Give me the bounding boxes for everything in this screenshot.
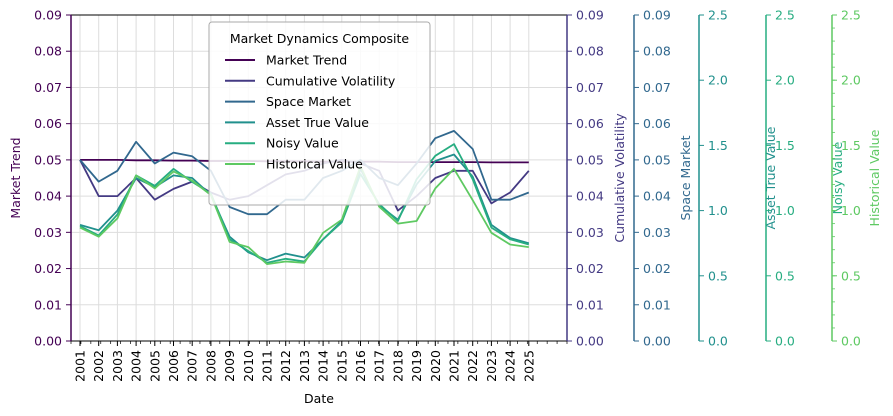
left-axis-tick-label: 0.01 xyxy=(34,297,62,312)
right4-axis-tick-label: 0.0 xyxy=(775,334,795,349)
right4-axis-tick-label: 0.5 xyxy=(775,268,795,283)
right4-axis-tick-label: 2.5 xyxy=(775,8,795,23)
right1-axis-title: Cumulative Volatility xyxy=(612,113,627,243)
right2-axis-tick-label: 0.08 xyxy=(643,44,671,59)
right5-axis-tick-label: 0.0 xyxy=(841,334,861,349)
right4-axis-tick-label: 1.5 xyxy=(775,138,795,153)
left-axis-tick-label: 0.07 xyxy=(34,80,62,95)
left-axis-tick-label: 0.08 xyxy=(34,44,62,59)
x-axis-tick-label: 2010 xyxy=(241,350,256,382)
x-axis-tick-label: 2001 xyxy=(73,350,88,382)
x-axis-tick-label: 2014 xyxy=(316,350,331,382)
legend-title: Market Dynamics Composite xyxy=(230,31,410,46)
right3-axis-tick-label: 2.0 xyxy=(708,73,728,88)
x-axis-tick-label: 2004 xyxy=(129,350,144,382)
left-axis-tick-label: 0.06 xyxy=(34,116,62,131)
right5-axis-tick-label: 2.0 xyxy=(841,73,861,88)
x-axis-title: Date xyxy=(304,391,334,406)
right5-axis-title: Historical Value xyxy=(867,129,882,226)
right3-axis-tick-label: 1.0 xyxy=(708,203,728,218)
x-axis-tick-label: 2022 xyxy=(465,350,480,382)
right1-axis-tick-label: 0.04 xyxy=(576,189,604,204)
right1-axis-tick-label: 0.03 xyxy=(576,225,604,240)
right2-axis-tick-label: 0.06 xyxy=(643,116,671,131)
right3-axis-tick-label: 0.5 xyxy=(708,268,728,283)
right2-axis-tick-label: 0.00 xyxy=(643,334,671,349)
right1-axis-tick-label: 0.09 xyxy=(576,8,604,23)
x-axis-tick-label: 2013 xyxy=(297,350,312,382)
x-axis-tick-label: 2012 xyxy=(278,350,293,382)
x-axis-tick-label: 2009 xyxy=(222,350,237,382)
right2-axis-tick-label: 0.04 xyxy=(643,189,671,204)
left-axis-tick-label: 0.05 xyxy=(34,152,62,167)
left-axis-title: Market Trend xyxy=(8,137,23,218)
x-axis-tick-label: 2002 xyxy=(91,350,106,382)
left-axis-tick-label: 0.09 xyxy=(34,8,62,23)
x-axis-tick-label: 2024 xyxy=(503,350,518,382)
x-axis-tick-label: 2023 xyxy=(484,350,499,382)
legend-box xyxy=(208,21,431,206)
right1-axis-tick-label: 0.02 xyxy=(576,261,604,276)
right2-axis-tick-label: 0.03 xyxy=(643,225,671,240)
left-axis-tick-label: 0.00 xyxy=(34,334,62,349)
x-axis-tick-label: 2006 xyxy=(166,350,181,382)
right2-axis-tick-label: 0.02 xyxy=(643,261,671,276)
right4-axis-tick-label: 1.0 xyxy=(775,203,795,218)
x-axis-tick-label: 2017 xyxy=(372,350,387,382)
x-axis-tick-label: 2019 xyxy=(409,350,424,382)
right5-axis-tick-label: 1.0 xyxy=(841,203,861,218)
right2-axis-tick-label: 0.07 xyxy=(643,80,671,95)
x-axis-tick-label: 2016 xyxy=(353,350,368,382)
x-axis-tick-label: 2008 xyxy=(203,350,218,382)
x-axis-tick-label: 2007 xyxy=(185,350,200,382)
legend-label-4: Noisy Value xyxy=(266,136,339,151)
x-axis-tick-label: 2021 xyxy=(447,350,462,382)
x-axis-tick-label: 2025 xyxy=(521,350,536,382)
legend-label-5: Historical Value xyxy=(266,157,363,172)
right3-axis-tick-label: 2.5 xyxy=(708,8,728,23)
legend-label-1: Cumulative Volatility xyxy=(266,73,396,88)
x-axis-tick-label: 2015 xyxy=(334,350,349,382)
right2-axis-title: Space Market xyxy=(678,135,693,220)
x-axis-tick-label: 2018 xyxy=(390,350,405,382)
x-axis-tick-label: 2003 xyxy=(110,350,125,382)
right4-axis-tick-label: 2.0 xyxy=(775,73,795,88)
right5-axis-tick-label: 0.5 xyxy=(841,268,861,283)
left-axis-tick-label: 0.03 xyxy=(34,225,62,240)
legend-label-0: Market Trend xyxy=(266,53,347,68)
right5-axis-tick-label: 1.5 xyxy=(841,138,861,153)
right1-axis-tick-label: 0.01 xyxy=(576,297,604,312)
series-line-3 xyxy=(79,153,530,262)
right3-axis-tick-label: 1.5 xyxy=(708,138,728,153)
right5-axis-tick-label: 2.5 xyxy=(841,8,861,23)
right3-axis-tick-label: 0.0 xyxy=(708,334,728,349)
right1-axis-tick-label: 0.08 xyxy=(576,44,604,59)
legend-label-3: Asset True Value xyxy=(266,115,369,130)
series-line-5 xyxy=(79,165,529,266)
right1-axis-tick-label: 0.00 xyxy=(576,334,604,349)
left-axis-tick-label: 0.02 xyxy=(34,261,62,276)
x-axis-tick-label: 2011 xyxy=(260,350,275,382)
right1-axis-tick-label: 0.05 xyxy=(576,152,604,167)
left-axis-tick-label: 0.04 xyxy=(34,189,62,204)
right1-axis-tick-label: 0.06 xyxy=(576,116,604,131)
right2-axis-tick-label: 0.01 xyxy=(643,297,671,312)
legend-label-2: Space Market xyxy=(266,94,351,109)
right4-axis-title: Noisy Value xyxy=(830,141,845,214)
right2-axis-tick-label: 0.09 xyxy=(643,8,671,23)
right1-axis-tick-label: 0.07 xyxy=(576,80,604,95)
x-axis-tick-label: 2020 xyxy=(428,350,443,382)
right2-axis-tick-label: 0.05 xyxy=(643,152,671,167)
x-axis-tick-label: 2005 xyxy=(147,350,162,382)
